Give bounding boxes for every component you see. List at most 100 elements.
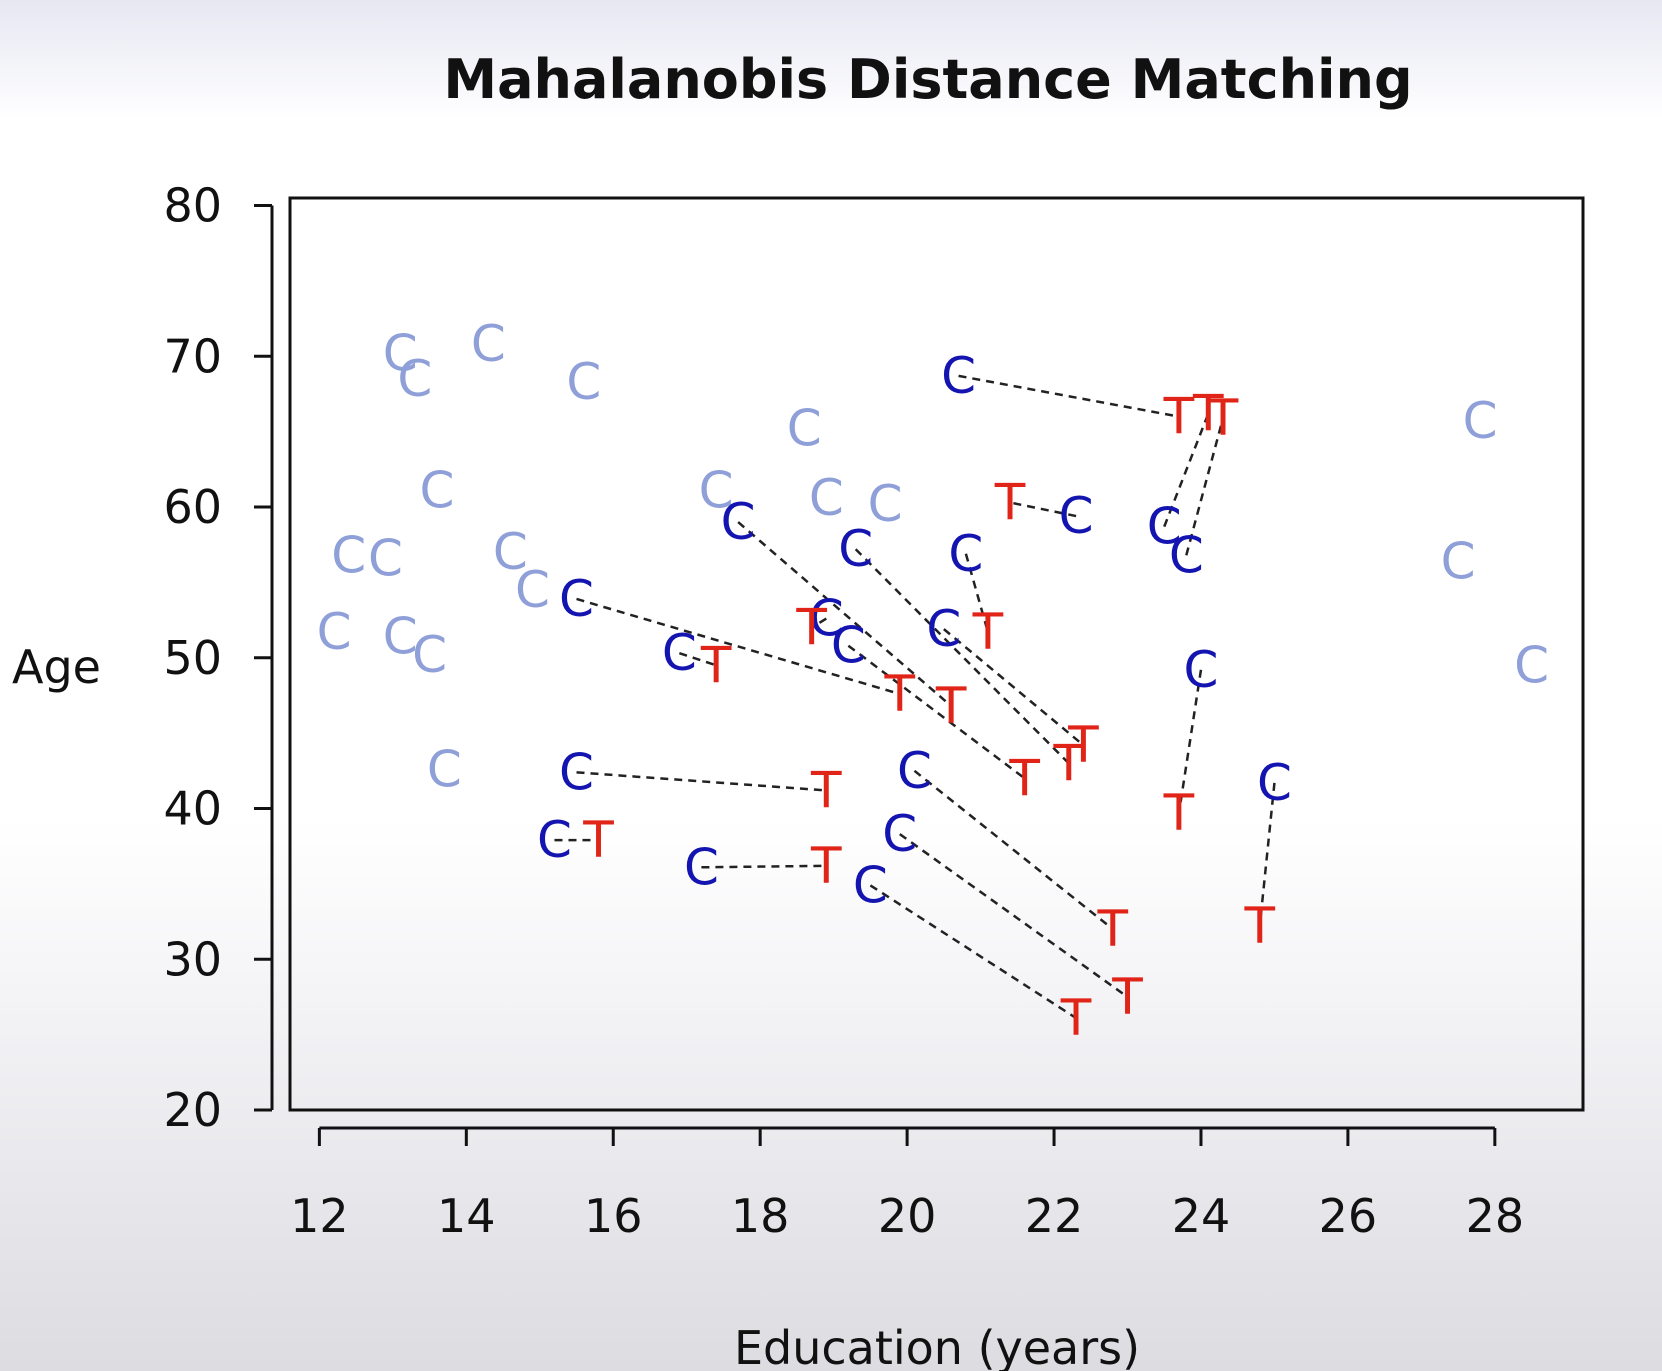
match-line: [678, 652, 717, 667]
y-tick-label: 70: [163, 329, 222, 383]
match-line: [701, 864, 827, 869]
control-point: C: [412, 626, 447, 684]
x-tick-label: 12: [290, 1189, 349, 1243]
control-point: C: [559, 743, 594, 801]
match-line: [913, 769, 1114, 931]
control-point: C: [941, 347, 976, 405]
control-point: C: [787, 400, 822, 458]
control-point: C: [868, 475, 903, 533]
y-axis-label: Age: [12, 640, 101, 694]
treated-point: T: [1060, 989, 1092, 1047]
treated-point: T: [1097, 900, 1129, 958]
control-point: C: [699, 461, 734, 519]
treated-point: T: [1192, 385, 1224, 443]
match-line: [899, 833, 1129, 998]
control-point: C: [1463, 392, 1498, 450]
treated-point: T: [994, 474, 1026, 532]
control-point: C: [493, 523, 528, 581]
x-tick-label: 20: [878, 1189, 937, 1243]
match-line: [737, 521, 953, 707]
treated-point: T: [1207, 389, 1239, 447]
match-line: [1177, 669, 1203, 814]
control-point: C: [331, 526, 366, 584]
chart-title: Mahalanobis Distance Matching: [443, 48, 1412, 111]
match-line: [576, 597, 901, 696]
treated-point: T: [972, 603, 1004, 661]
match-line: [958, 374, 1180, 418]
control-point: C: [1514, 636, 1549, 694]
control-point: C: [317, 603, 352, 661]
x-tick-label: 16: [584, 1189, 643, 1243]
y-tick-label: 20: [163, 1083, 222, 1137]
treated-point: T: [582, 811, 614, 869]
control-point: C: [1441, 532, 1476, 590]
match-line: [943, 628, 1085, 747]
treated-point: T: [810, 837, 842, 895]
treated-point: T: [1243, 897, 1275, 955]
control-point: C: [882, 805, 917, 863]
x-tick-label: 28: [1466, 1189, 1525, 1243]
control-point: C: [809, 469, 844, 527]
y-tick-label: 60: [163, 480, 222, 534]
control-point: C: [515, 561, 550, 619]
match-line: [1009, 501, 1077, 518]
y-tick-label: 80: [163, 179, 222, 233]
y-axis: 20 30 40 50 60 70 80: [163, 179, 274, 1137]
control-point: C: [471, 315, 506, 373]
control-point: C: [721, 493, 756, 551]
control-point: C: [684, 838, 719, 896]
control-point: C: [1059, 487, 1094, 545]
x-tick-label: 22: [1025, 1189, 1084, 1243]
treated-point: T: [1052, 734, 1084, 792]
treated-point: T: [795, 599, 827, 657]
control-point: C: [897, 742, 932, 800]
control-point: C: [397, 350, 432, 408]
control-point: C: [383, 324, 418, 382]
control-point: C: [368, 529, 403, 587]
x-tick-label: 14: [437, 1189, 496, 1243]
control-point: C: [1169, 526, 1204, 584]
control-point: C: [559, 570, 594, 628]
control-point: C: [419, 461, 454, 519]
control-point: C: [948, 525, 983, 583]
control-point: C: [1147, 498, 1182, 556]
treated-point: T: [700, 636, 732, 694]
control-point: C: [566, 353, 601, 411]
control-point: C: [853, 856, 888, 914]
treated-point: T: [1163, 388, 1195, 446]
x-axis-label: Education (years): [734, 1321, 1140, 1371]
y-tick-label: 40: [163, 782, 222, 836]
y-tick-label: 30: [163, 932, 222, 986]
match-line: [847, 644, 1026, 780]
match-lines: [554, 374, 1276, 1020]
y-tick-label: 50: [163, 631, 222, 685]
control-point: C: [1257, 754, 1292, 812]
x-tick-label: 18: [731, 1189, 790, 1243]
x-tick-label: 26: [1319, 1189, 1378, 1243]
match-line: [576, 771, 827, 792]
control-point: C: [831, 617, 866, 675]
match-line: [1185, 417, 1225, 556]
control-point: C: [1184, 641, 1219, 699]
match-line: [810, 617, 827, 629]
plot-frame: [288, 196, 1585, 1112]
control-point: C: [926, 600, 961, 658]
control-point: C: [537, 811, 572, 869]
treated-point: T: [810, 761, 842, 819]
control-point: C: [662, 624, 697, 682]
treated-point: T: [1111, 968, 1143, 1026]
treated-point: T: [935, 677, 967, 735]
control-point: C: [809, 590, 844, 648]
match-line: [1258, 782, 1276, 927]
treated-point: T: [1067, 716, 1099, 774]
treated-point: T: [883, 665, 915, 723]
match-line: [1163, 413, 1210, 528]
treated-point: T: [1163, 784, 1195, 842]
match-line: [869, 884, 1077, 1020]
control-point: C: [838, 520, 873, 578]
control-point: C: [383, 608, 418, 666]
control-point: C: [427, 740, 462, 798]
treated-point: T: [1008, 749, 1040, 807]
